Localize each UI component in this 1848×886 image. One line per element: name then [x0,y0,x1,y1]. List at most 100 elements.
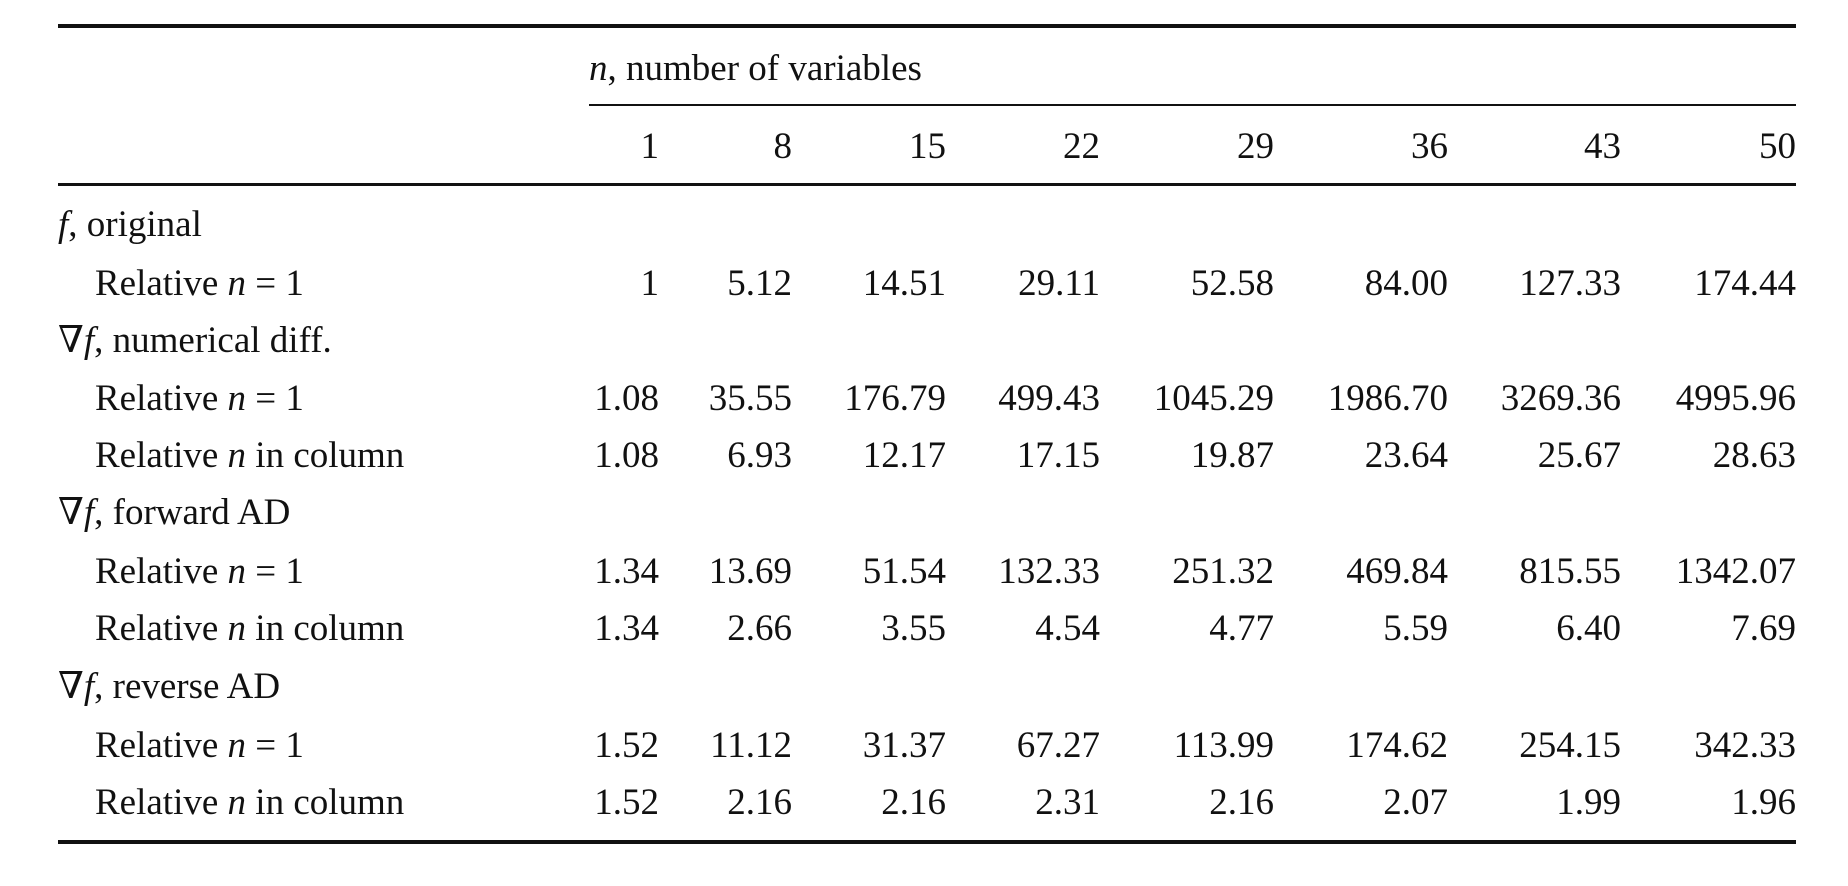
table-cell: 11.12 [710,725,792,766]
table-cell: 23.64 [1364,435,1448,476]
text-segment: n [227,725,247,766]
table-cell: 2.31 [1035,782,1100,823]
text-segment: ∇ [58,666,84,707]
group-label: ∇f, forward AD [58,491,290,535]
table-cell: 1.34 [594,551,659,592]
table-cell: 67.27 [1016,725,1100,766]
table-cell: 4995.96 [1675,378,1796,419]
text-segment: Relative [95,378,228,419]
row-label: Relative n = 1 [95,724,304,768]
row-label: Relative n = 1 [95,262,304,306]
table-cell: 174.62 [1346,725,1448,766]
table-cell: 3.55 [881,608,946,649]
table-cell: 1.34 [594,608,659,649]
table-cell: 1342.07 [1675,551,1796,592]
text-segment: f [83,666,95,707]
table-cell: 2.16 [727,782,792,823]
table-cell: 5.59 [1383,608,1448,649]
table-cell: 251.32 [1172,551,1274,592]
table-cell: 176.79 [844,378,946,419]
text-segment: Relative [95,725,228,766]
text-segment: n [227,435,247,476]
group-label: f, original [58,203,202,247]
table-cell: 6.40 [1556,608,1621,649]
text-segment: , original [68,204,202,245]
table-cell: 1.08 [594,378,659,419]
table-cell: 113.99 [1173,725,1274,766]
table-cell: 13.69 [708,551,792,592]
text-segment: , forward AD [94,492,291,533]
table-cell: 469.84 [1346,551,1448,592]
text-segment: Relative [95,608,228,649]
column-header: 29 [1237,126,1274,167]
table-cell: 499.43 [998,378,1100,419]
table-cell: 127.33 [1519,263,1621,304]
table-cell: 7.69 [1731,608,1796,649]
table-cell: 1986.70 [1327,378,1448,419]
table-cell: 29.11 [1018,263,1100,304]
text-segment: f [58,204,69,245]
table-cell: 132.33 [998,551,1100,592]
text-segment: f [83,492,95,533]
text-segment: = 1 [246,263,304,304]
text-segment: in column [246,608,405,649]
table-cell: 1045.29 [1153,378,1274,419]
table-cell: 815.55 [1519,551,1621,592]
text-segment: ∇ [58,320,84,361]
text-segment: ∇ [58,492,84,533]
table-cell: 1.96 [1731,782,1796,823]
header-rule [58,183,1796,186]
table-cell: 1.52 [594,782,659,823]
text-segment: , number of variables [607,48,922,89]
table-cell: 25.67 [1537,435,1621,476]
table-cell: 5.12 [727,263,792,304]
table-cell: 1.99 [1556,782,1621,823]
table-cell: 342.33 [1694,725,1796,766]
table-cell: 14.51 [862,263,946,304]
text-segment: n [227,608,247,649]
group-label: ∇f, reverse AD [58,665,280,709]
table-cell: 35.55 [708,378,792,419]
table-cell: 84.00 [1364,263,1448,304]
table-cell: 254.15 [1519,725,1621,766]
text-segment: n [227,782,247,823]
column-header: 36 [1411,126,1448,167]
text-segment: Relative [95,263,228,304]
table-cell: 2.66 [727,608,792,649]
table-cell: 1.52 [594,725,659,766]
table-cell: 3269.36 [1500,378,1621,419]
row-label: Relative n in column [95,781,404,825]
text-segment: Relative [95,782,228,823]
text-segment: = 1 [246,551,304,592]
column-header: 50 [1759,126,1796,167]
text-segment: = 1 [246,378,304,419]
column-header: 8 [773,126,793,167]
column-header: 22 [1063,126,1100,167]
text-segment: in column [246,782,405,823]
column-spanner: n, number of variables [589,47,922,91]
bottom-rule [58,840,1796,844]
column-header: 15 [909,126,946,167]
row-label: Relative n in column [95,434,404,478]
row-label: Relative n = 1 [95,550,304,594]
row-label: Relative n = 1 [95,377,304,421]
text-segment: Relative [95,435,228,476]
spanner-rule [589,104,1796,106]
text-segment: = 1 [246,725,304,766]
text-segment: n [227,378,247,419]
group-label: ∇f, numerical diff. [58,319,332,363]
table-cell: 28.63 [1712,435,1796,476]
top-rule [58,24,1796,28]
table-cell: 1.08 [594,435,659,476]
text-segment: f [83,320,95,361]
table-cell: 51.54 [862,551,946,592]
text-segment: in column [246,435,405,476]
table-cell: 2.07 [1383,782,1448,823]
table-cell: 2.16 [881,782,946,823]
column-header: 1 [640,126,660,167]
table-cell: 19.87 [1190,435,1274,476]
table-cell: 31.37 [862,725,946,766]
text-segment: , numerical diff. [94,320,332,361]
table-cell: 4.54 [1035,608,1100,649]
